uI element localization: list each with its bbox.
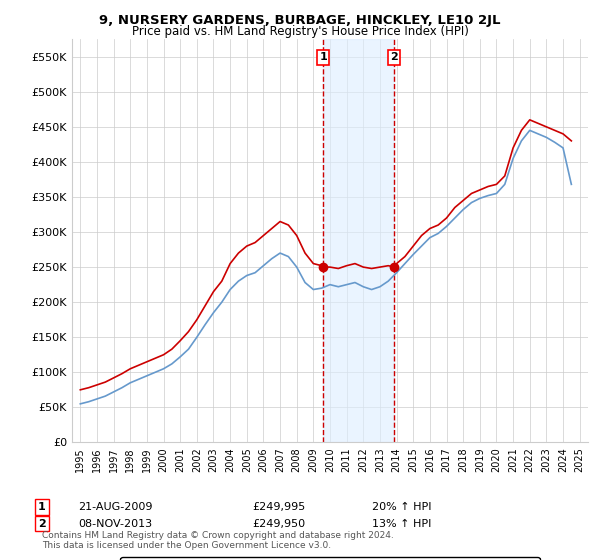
Legend: 9, NURSERY GARDENS, BURBAGE, HINCKLEY, LE10 2JL (detached house), HPI: Average p: 9, NURSERY GARDENS, BURBAGE, HINCKLEY, L… [121, 557, 539, 560]
Text: Contains HM Land Registry data © Crown copyright and database right 2024.
This d: Contains HM Land Registry data © Crown c… [42, 530, 394, 550]
Text: 2: 2 [38, 519, 46, 529]
Text: Price paid vs. HM Land Registry's House Price Index (HPI): Price paid vs. HM Land Registry's House … [131, 25, 469, 38]
Text: 13% ↑ HPI: 13% ↑ HPI [372, 519, 431, 529]
Text: 1: 1 [319, 53, 327, 62]
Text: 2: 2 [390, 53, 398, 62]
Text: £249,950: £249,950 [252, 519, 305, 529]
Text: 08-NOV-2013: 08-NOV-2013 [78, 519, 152, 529]
Text: 1: 1 [38, 502, 46, 512]
Text: 20% ↑ HPI: 20% ↑ HPI [372, 502, 431, 512]
Text: 21-AUG-2009: 21-AUG-2009 [78, 502, 152, 512]
Text: £249,995: £249,995 [252, 502, 305, 512]
Text: 9, NURSERY GARDENS, BURBAGE, HINCKLEY, LE10 2JL: 9, NURSERY GARDENS, BURBAGE, HINCKLEY, L… [99, 14, 501, 27]
Bar [323, 39, 394, 442]
